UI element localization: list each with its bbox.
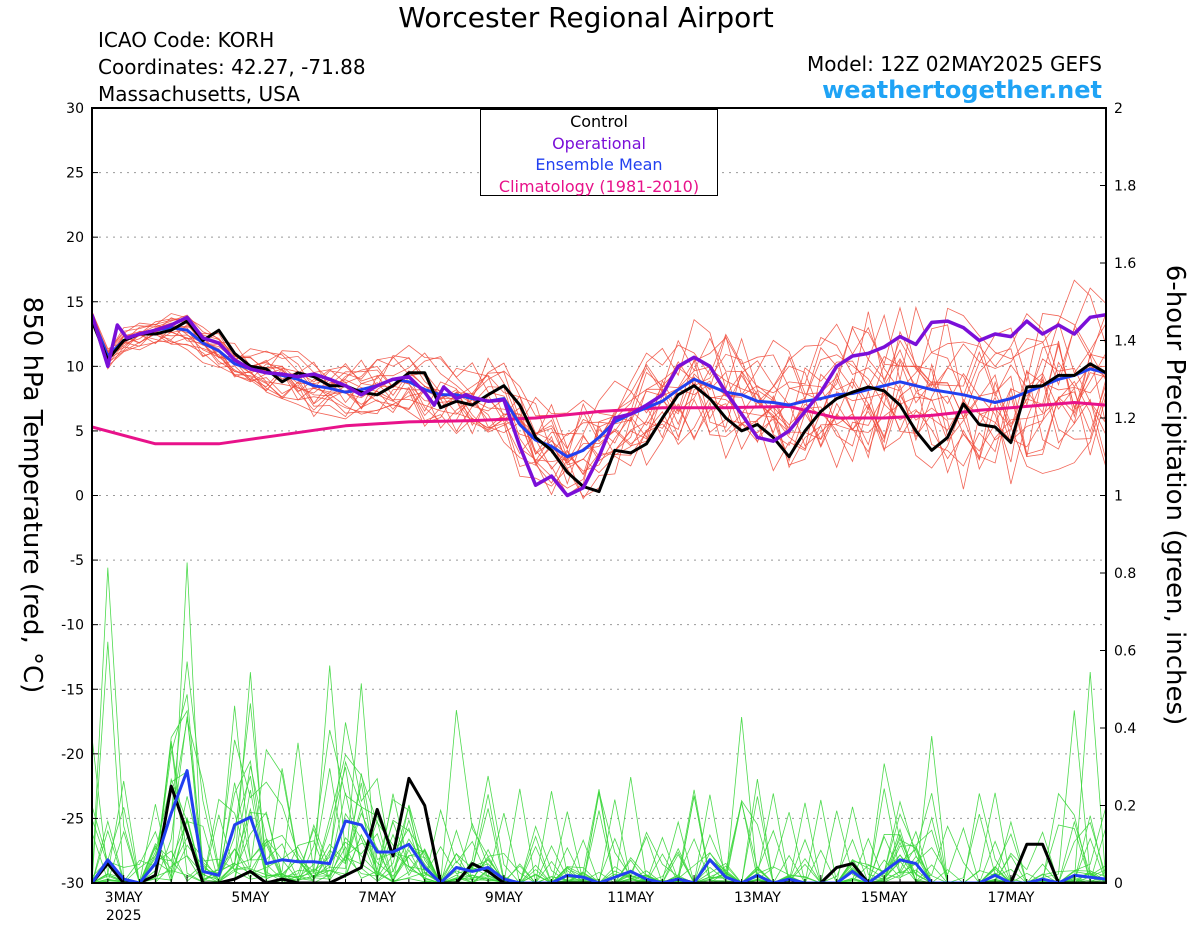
y-right-tick-label: 0.4 (1114, 721, 1136, 737)
precip-member-line (92, 694, 1106, 883)
site-link[interactable]: weathertogether.net (822, 76, 1102, 104)
region: Massachusetts, USA (98, 82, 300, 106)
y-right-tick-label: 0.6 (1114, 644, 1136, 660)
temp-climatology-line (92, 401, 1106, 446)
y-left-tick-label: -10 (61, 618, 84, 634)
temp-member-line (92, 311, 1106, 459)
model-run: Model: 12Z 02MAY2025 GEFS (807, 52, 1102, 76)
precip-member-line (92, 759, 1106, 883)
y-left-tick-label: 5 (75, 424, 84, 440)
y-left-tick-label: -5 (70, 553, 84, 569)
chart-title: Worcester Regional Airport (398, 1, 774, 34)
y-right-tick-label: 1.2 (1114, 411, 1136, 427)
temp-member-lines (92, 279, 1106, 500)
y-right-tick-label: 0.2 (1114, 799, 1136, 815)
precip-member-line (92, 671, 1106, 883)
precip-member-line (92, 736, 1106, 883)
x-tick-label: 13MAY (734, 890, 781, 906)
y-right-tick-label: 2 (1114, 101, 1123, 117)
temp-member-line (92, 323, 1106, 496)
precip-member-line (92, 665, 1106, 883)
main-series (92, 312, 1106, 883)
precip-member-line (92, 661, 1106, 883)
y-left-tick-label: 10 (66, 359, 84, 375)
temp-member-line (92, 311, 1106, 454)
temp-control-line (92, 319, 1106, 494)
x-tick-label: 11MAY (607, 890, 654, 906)
icao-code: ICAO Code: KORH (98, 28, 275, 52)
temp-member-line (92, 321, 1106, 464)
y-left-tick-label: 30 (66, 101, 84, 117)
y-left-tick-label: 25 (66, 166, 84, 182)
legend-entry-ensemble-mean: Ensemble Mean (535, 155, 663, 174)
y-left-tick-label: -30 (61, 876, 84, 892)
temp-member-line (92, 315, 1106, 472)
temp-member-line (92, 316, 1106, 455)
x-tick-label: 5MAY (231, 890, 269, 906)
y-left-tick-label: -15 (61, 682, 84, 698)
y-right-tick-label: 1.8 (1114, 179, 1136, 195)
precip-ensemble-mean-line (92, 769, 1106, 883)
y-left-tick-label: 20 (66, 230, 84, 246)
legend-entry-control: Control (570, 112, 628, 131)
temp-operational-line (92, 312, 1106, 498)
x-tick-label: 3MAY (105, 890, 143, 906)
y-right-tick-label: 0 (1114, 876, 1123, 892)
x-tick-label: 9MAY (485, 890, 523, 906)
temp-member-line (92, 319, 1106, 498)
x-tick-label: 15MAY (861, 890, 908, 906)
y-axis-left-label: 850 hPa Temperature (red, °C) (17, 296, 47, 694)
precip-member-line (92, 802, 1106, 883)
coordinates: Coordinates: 42.27, -71.88 (98, 55, 366, 79)
temp-member-line (92, 279, 1106, 425)
x-tick-label: 7MAY (358, 890, 396, 906)
temp-member-line (92, 322, 1106, 464)
y-right-tick-label: 1.6 (1114, 256, 1136, 272)
y-right-tick-label: 1.4 (1114, 334, 1136, 350)
y-left-tick-label: 0 (75, 489, 84, 505)
y-right-tick-label: 0.8 (1114, 566, 1136, 582)
legend-entry-operational: Operational (552, 133, 646, 153)
y-left-tick-label: -25 (61, 811, 84, 827)
legend: Control Operational Ensemble Mean Climat… (480, 109, 718, 196)
y-left-tick-label: 15 (66, 295, 84, 311)
y-left-tick-label: -20 (61, 747, 84, 763)
axes: 302520151050-5-10-15-20-25-3021.81.61.41… (61, 101, 1136, 924)
x-tick-label: 17MAY (987, 890, 1034, 906)
temp-member-line (92, 307, 1106, 449)
gridlines (92, 172, 1106, 819)
y-axis-right-label: 6-hour Precipitation (green, inches) (1160, 264, 1190, 726)
precip-control-line (92, 776, 1106, 883)
legend-entry-climatology: Climatology (1981-2010) (498, 176, 700, 196)
y-right-tick-label: 1 (1114, 489, 1123, 505)
x-tick-sublabel: 2025 (106, 908, 142, 924)
temp-member-line (92, 321, 1106, 489)
precip-member-line (92, 737, 1106, 883)
